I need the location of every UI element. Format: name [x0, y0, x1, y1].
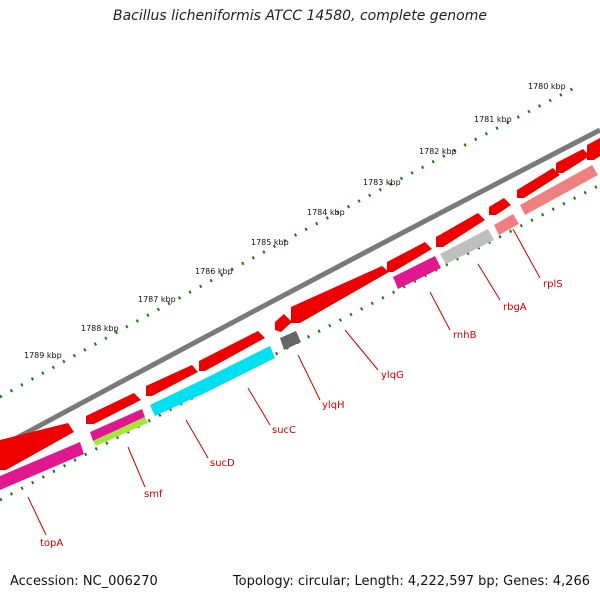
kbp-label: 1784 kbp	[307, 208, 345, 217]
kbp-label: 1787 kbp	[138, 295, 176, 304]
gene-arrow	[86, 393, 141, 424]
gene-topA	[0, 442, 84, 490]
gene-arrow	[146, 365, 198, 396]
gene-arrow	[489, 198, 511, 215]
reverse-genes[interactable]	[0, 165, 598, 490]
label-leaders	[27, 228, 541, 536]
gene-arrow	[0, 423, 74, 470]
gene-label: rnhB	[453, 330, 477, 341]
kbp-label: 1782 kbp	[419, 147, 457, 156]
gene-arrow	[291, 266, 389, 323]
gene-arrow	[436, 213, 485, 247]
gene-label: rplS	[543, 279, 563, 290]
kbp-label: 1781 kbp	[474, 115, 512, 124]
gene-label: rbgA	[503, 302, 527, 313]
gene-arrow	[587, 138, 600, 160]
kbp-scale-outer	[0, 83, 581, 399]
gene-arrow	[199, 331, 265, 371]
gene-rplS	[494, 214, 519, 235]
kbp-label: 1780 kbp	[528, 82, 566, 91]
kbp-scale-inner	[0, 183, 600, 502]
gene-arrow	[556, 149, 590, 173]
kbp-labels: 1780 kbp 1781 kbp 1782 kbp 1783 kbp 1784…	[24, 82, 566, 360]
gene-sucC	[204, 346, 275, 391]
gene-sucD	[150, 379, 209, 416]
gene-rnhB	[393, 256, 441, 289]
forward-genes[interactable]	[0, 138, 600, 470]
kbp-label: 1786 kbp	[195, 267, 233, 276]
gene-label: topA	[40, 538, 63, 549]
gene-ylqH	[280, 331, 301, 350]
gene-label: sucC	[272, 425, 296, 436]
gene-label: sucD	[210, 458, 235, 469]
gene-smf	[90, 409, 145, 441]
gene-rbgA	[440, 229, 494, 264]
gene-smf-lower	[93, 417, 148, 446]
gene-next	[520, 165, 598, 215]
accession-text: Accession: NC_006270	[10, 574, 158, 589]
kbp-label: 1785 kbp	[251, 238, 289, 247]
gene-arrow	[387, 242, 432, 272]
genome-backbone	[0, 127, 600, 450]
map-title: Bacillus licheniformis ATCC 14580, compl…	[113, 8, 487, 24]
genome-summary: Topology: circular; Length: 4,222,597 bp…	[232, 574, 590, 589]
kbp-label: 1788 kbp	[81, 324, 119, 333]
gene-label: smf	[144, 489, 163, 500]
kbp-label: 1789 kbp	[24, 351, 62, 360]
kbp-label: 1783 kbp	[363, 178, 401, 187]
gene-label: ylqG	[381, 370, 404, 381]
gene-label: ylqH	[322, 400, 345, 411]
gene-arrow	[517, 168, 560, 198]
gene-labels: rplS rbgA rnhB ylqG ylqH sucC sucD smf t…	[40, 279, 563, 549]
gene-arrow	[275, 314, 292, 332]
